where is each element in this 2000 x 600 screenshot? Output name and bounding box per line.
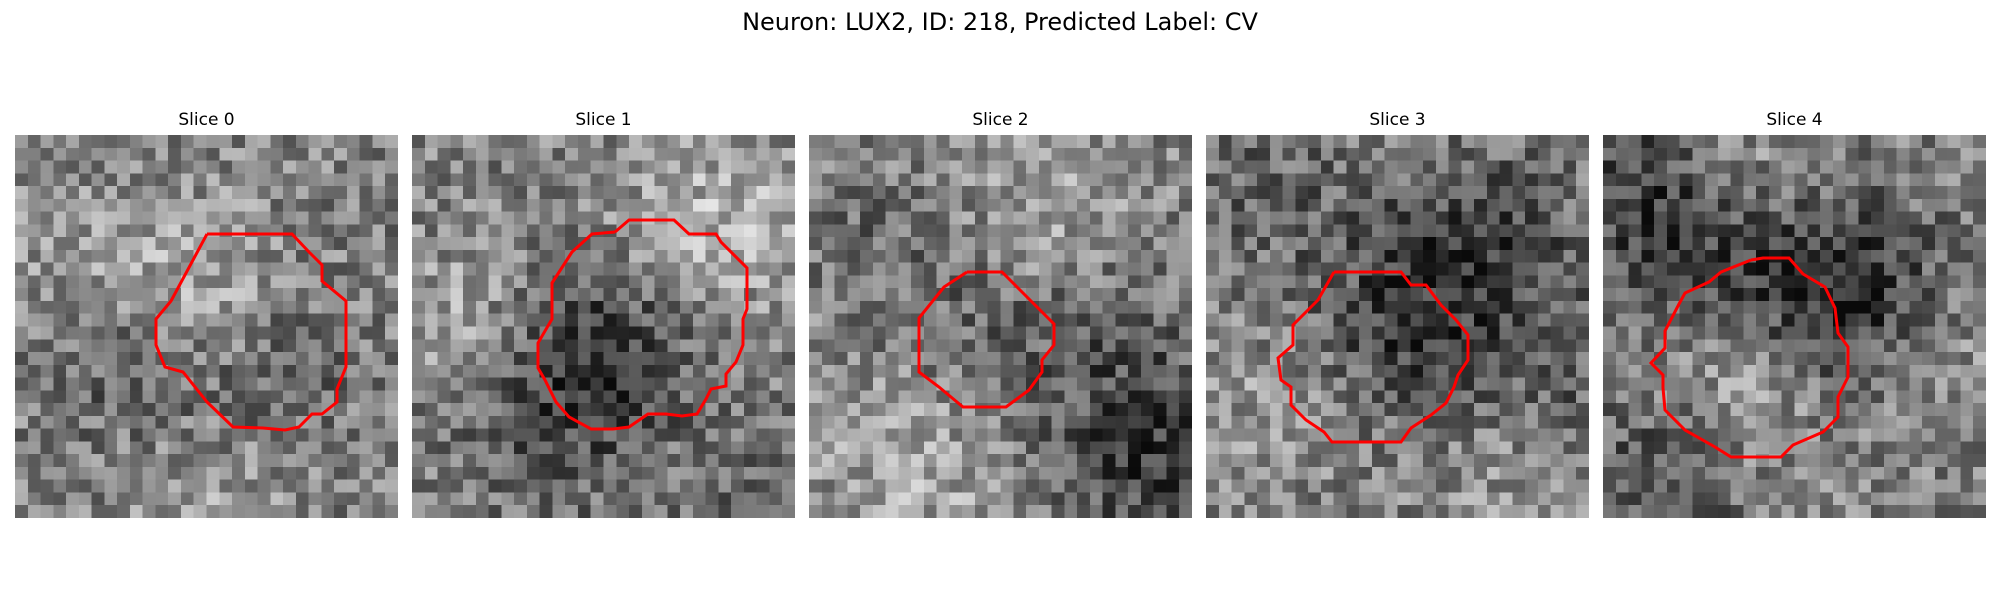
slice-1-contour (536, 218, 749, 431)
slice-panel-4: Slice 4 (1603, 109, 1986, 518)
slice-3-contour (1276, 270, 1470, 444)
slice-panel-2: Slice 2 (809, 109, 1192, 518)
slice-2-image (809, 135, 1192, 518)
slice-2-grayscale-image (809, 135, 1192, 518)
slice-0-contour (154, 232, 348, 432)
slice-0-image (15, 135, 398, 518)
slice-panel-1: Slice 1 (412, 109, 795, 518)
slice-1-title: Slice 1 (575, 110, 632, 130)
slice-2-overlay (917, 270, 1056, 409)
slice-3-overlay (1276, 270, 1470, 444)
slice-panel-0: Slice 0 (15, 109, 398, 518)
slice-1-grayscale-image (412, 135, 795, 518)
slice-1-overlay (536, 218, 749, 431)
slice-2-contour (917, 270, 1056, 409)
slice-4-contour (1648, 256, 1850, 459)
slice-3-image (1206, 135, 1589, 518)
slice-2-title: Slice 2 (972, 110, 1029, 130)
slice-panel-3: Slice 3 (1206, 109, 1589, 518)
slice-3-grayscale-image (1206, 135, 1589, 518)
slice-4-overlay (1648, 256, 1850, 459)
slice-1-image (412, 135, 795, 518)
slice-4-image (1603, 135, 1986, 518)
slice-0-overlay (154, 232, 348, 432)
slice-3-title: Slice 3 (1369, 110, 1426, 130)
slice-0-grayscale-image (15, 135, 398, 518)
slice-0-title: Slice 0 (178, 110, 235, 130)
slice-4-title: Slice 4 (1766, 110, 1823, 130)
figure-title: Neuron: LUX2, ID: 218, Predicted Label: … (742, 8, 1258, 36)
